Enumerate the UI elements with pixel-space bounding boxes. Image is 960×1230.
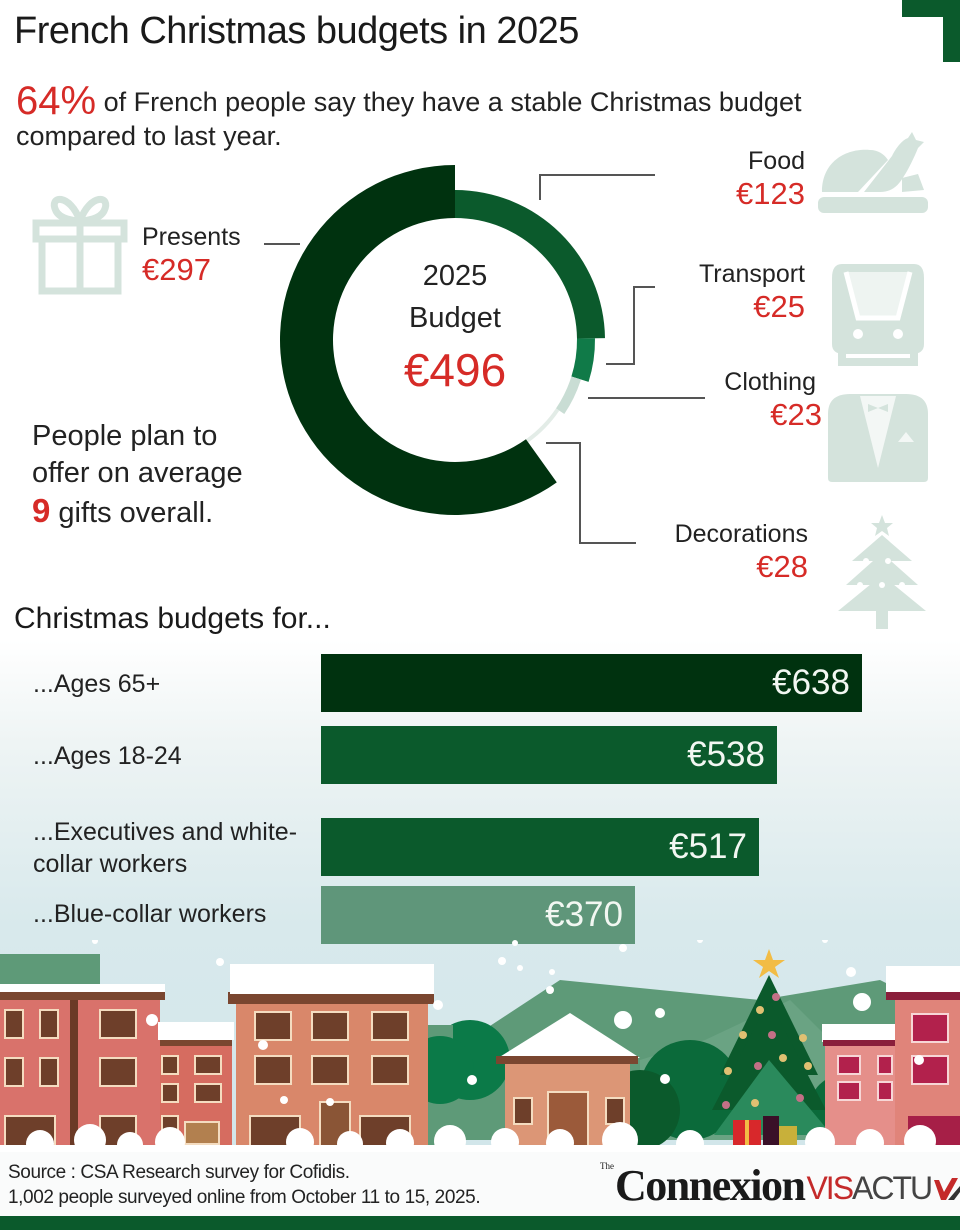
donut-slice-food: [455, 190, 605, 339]
slice-name: Transport: [698, 260, 805, 288]
source-note: Source : CSA Research survey for Cofidis…: [8, 1160, 481, 1210]
donut-slice-clothing: [556, 376, 581, 415]
bar-category-label: ...Executives and white-collar workers: [33, 818, 298, 878]
slice-label-presents: Presents €297: [142, 222, 262, 288]
bar-4: €370: [321, 886, 635, 944]
footer-panel: [0, 1152, 960, 1216]
gifts-count: 9: [32, 492, 51, 529]
bar-category-label: ...Blue-collar workers: [33, 900, 267, 928]
source-line-1: Source : CSA Research survey for Cofidis…: [8, 1162, 350, 1183]
visactu-mark-icon: [934, 1178, 960, 1200]
corner-decoration: [902, 0, 960, 62]
gifts-note-before: People plan to offer on average: [32, 420, 243, 489]
logo-sub: VISACTU: [806, 1164, 933, 1212]
bar-value-label: €370: [545, 895, 623, 934]
bar-value-label: €517: [669, 827, 747, 866]
leader-line-transport: [606, 286, 655, 365]
donut-center-label: Budget: [409, 302, 501, 334]
intro-highlight: 64%: [16, 79, 97, 123]
intro-text: 64% of French people say they have a sta…: [16, 81, 896, 153]
building-left: [0, 984, 165, 1147]
footer-bar: [0, 1216, 960, 1230]
gifts-note-after: gifts overall.: [50, 497, 214, 529]
connexion-logo: The Connexion VISACTU: [600, 1156, 960, 1212]
logo-the: The: [600, 1161, 614, 1171]
bars-section-title: Christmas budgets for...: [14, 602, 331, 635]
tuxedo-icon: [828, 394, 928, 482]
turkey-icon: [818, 132, 928, 213]
train-icon: [832, 264, 924, 366]
bar-2: €538: [321, 726, 777, 784]
bar-1: €638: [321, 654, 862, 712]
bar-category-label: ...Ages 65+: [33, 670, 161, 698]
bar-value-label: €538: [687, 735, 765, 774]
slice-name: Food: [748, 147, 805, 175]
building-right: [822, 966, 960, 1146]
bar-value-label: €638: [772, 663, 850, 702]
snowflakes: [92, 940, 924, 1106]
donut-center-year: 2025: [422, 260, 488, 292]
donut-center-total: €496: [403, 344, 507, 396]
logo-sub-dark: ACTU: [852, 1170, 933, 1206]
slice-label-transport: Transport €25: [660, 259, 805, 325]
christmas-tree-icon: [838, 515, 926, 629]
slice-value: €25: [753, 289, 805, 324]
leader-line-decorations: [546, 442, 636, 544]
donut-slice-presents: [279, 165, 557, 516]
intro-body: of French people say they have a stable …: [16, 87, 802, 151]
building-small-left: [158, 1022, 234, 1145]
page-title: French Christmas budgets in 2025: [14, 10, 579, 52]
bar-category-label: ...Ages 18-24: [33, 742, 182, 770]
building-middle: [228, 964, 434, 1147]
logo-sub-red: VIS: [806, 1170, 854, 1206]
slice-value: €23: [770, 397, 822, 432]
slice-label-clothing: Clothing €23: [690, 367, 822, 433]
bar-3: €517: [321, 818, 759, 876]
slice-value: €123: [736, 176, 805, 211]
source-line-2: 1,002 people surveyed online from Octobe…: [8, 1187, 481, 1208]
slice-name: Decorations: [674, 520, 808, 548]
leader-line-food: [539, 174, 655, 200]
gift-icon: [32, 195, 128, 295]
donut-slice-decorations: [525, 408, 560, 443]
slice-value: €28: [756, 549, 808, 584]
slice-value: €297: [142, 252, 211, 287]
gifts-note: People plan to offer on average 9 gifts …: [32, 418, 252, 532]
slice-name: Presents: [142, 223, 241, 251]
slice-label-decorations: Decorations €28: [640, 519, 808, 585]
slice-name: Clothing: [724, 368, 816, 396]
budget-donut-chart: [264, 165, 705, 544]
logo-main: Connexion: [615, 1161, 806, 1210]
village-illustration: [0, 940, 960, 1160]
donut-slice-transport: [571, 338, 595, 382]
slice-label-food: Food €123: [660, 146, 805, 212]
